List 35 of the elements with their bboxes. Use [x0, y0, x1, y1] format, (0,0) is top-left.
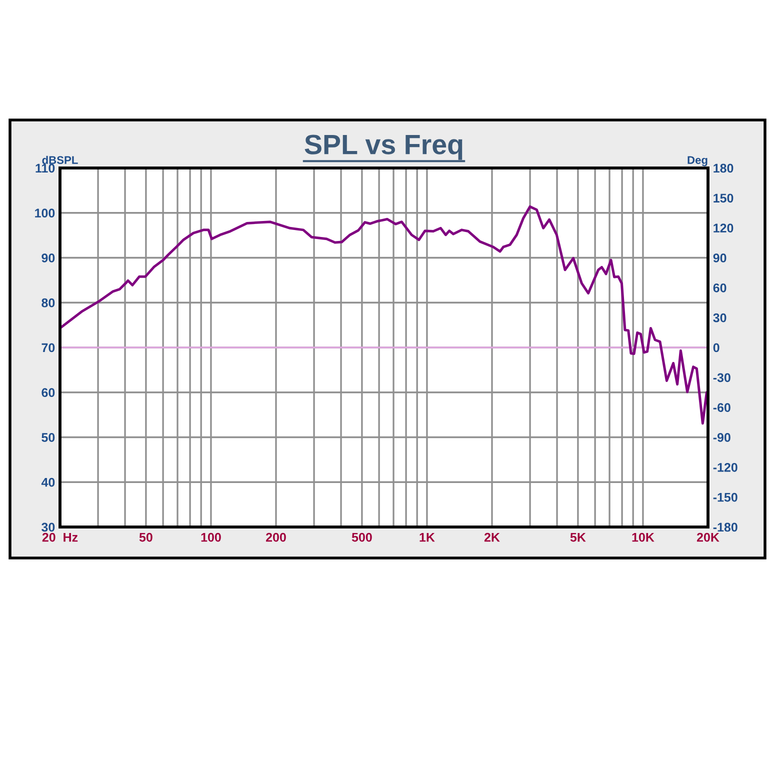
- y2-tick-label: -90: [713, 433, 730, 442]
- y2-tick-label: 30: [713, 313, 726, 322]
- y-tick-label: 100: [35, 208, 55, 218]
- y2-tick-label: 150: [714, 194, 734, 203]
- y-tick-label: 90: [42, 254, 55, 262]
- y2-tick-label: 90: [713, 254, 726, 262]
- y2-tick-label: -120: [713, 462, 738, 472]
- y2-axis-title: Deg: [688, 156, 708, 166]
- x-tick-label: 1K: [420, 533, 435, 542]
- y-tick-label: 40: [41, 478, 55, 487]
- y2-tick-label: -150: [713, 492, 738, 502]
- chart-title: SPL vs Freq: [304, 134, 462, 160]
- x-tick-label: 20 Hz: [42, 532, 78, 542]
- y-tick-label: 50: [42, 433, 55, 442]
- y-tick-label: 110: [36, 164, 55, 173]
- x-tick-label: 50: [139, 532, 152, 542]
- y2-tick-label: 120: [714, 224, 734, 232]
- x-tick-label: 10K: [632, 532, 654, 542]
- x-tick-label: 200: [266, 532, 286, 542]
- y2-tick-label: 180: [714, 164, 734, 173]
- x-tick-label: 2K: [484, 532, 500, 542]
- y-tick-label: 60: [42, 388, 55, 398]
- x-tick-label: 100: [201, 532, 221, 542]
- y-axis-title: dBSPL: [42, 156, 78, 164]
- x-tick-label: 5K: [570, 533, 586, 542]
- y2-tick-label: -180: [713, 522, 738, 532]
- y2-tick-label: 0: [713, 343, 720, 352]
- y-tick-label: 30: [42, 522, 55, 532]
- y2-tick-label: -30: [713, 373, 730, 382]
- y2-tick-label: -60: [713, 403, 730, 412]
- y-tick-label: 80: [42, 298, 55, 308]
- x-tick-label: 20K: [696, 532, 720, 542]
- x-tick-label: 500: [352, 532, 372, 542]
- y2-tick-label: 60: [713, 283, 726, 292]
- y-tick-label: 70: [42, 343, 55, 352]
